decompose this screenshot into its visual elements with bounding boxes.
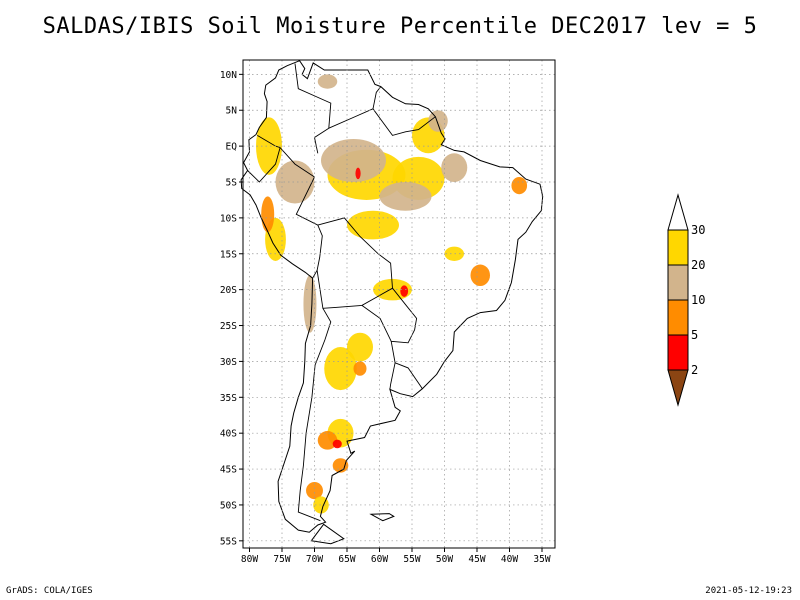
percentile-patch [470, 264, 490, 287]
percentile-shading [256, 74, 528, 514]
lat-tick-label: 40S [220, 429, 237, 440]
longitude-tick-labels: 80W 75W 70W 65W 60W 55W 50W 45W 40W 35W [241, 554, 551, 565]
lon-tick-label: 50W [436, 554, 453, 565]
lon-tick-label: 60W [371, 554, 388, 565]
lat-tick-label: 15S [220, 249, 237, 260]
lat-tick-label: 30S [220, 357, 237, 368]
legend-label: 5 [691, 328, 698, 342]
percentile-patch [317, 431, 338, 450]
percentile-patch [355, 167, 361, 180]
lon-tick-label: 35W [533, 554, 550, 565]
legend-swatch [667, 229, 689, 266]
legend-swatch-bottom [667, 369, 689, 407]
map-frame [242, 59, 556, 549]
percentile-patch [321, 138, 386, 182]
percentile-patch [444, 246, 464, 261]
lon-tick-label: 40W [501, 554, 518, 565]
lat-tick-label: 50S [220, 500, 237, 511]
border-line [316, 217, 393, 309]
legend-label: 20 [691, 258, 705, 272]
border-line [372, 108, 436, 136]
gridlines [239, 60, 555, 552]
percentile-patch [347, 210, 399, 240]
lon-tick-label: 45W [468, 554, 485, 565]
footer-credit: GrADS: COLA/IGES [6, 586, 93, 596]
legend-label: 2 [691, 363, 698, 377]
legend-swatch [667, 334, 689, 371]
footer-timestamp: 2021-05-12-19:23 [705, 586, 792, 596]
lon-tick-label: 65W [338, 554, 355, 565]
lon-tick-label: 75W [273, 554, 290, 565]
percentile-patch [332, 458, 349, 473]
percentile-patch [332, 439, 342, 449]
percentile-patch [275, 160, 315, 204]
map-title: SALDAS/IBIS Soil Moisture Percentile DEC… [42, 14, 758, 39]
percentile-patch [324, 347, 357, 391]
percentile-patch [306, 481, 323, 500]
border-line [247, 147, 281, 183]
lat-tick-label: 25S [220, 321, 237, 332]
lat-tick-label: 10N [220, 70, 237, 81]
lat-tick-label: 5N [226, 106, 238, 117]
percentile-patch [441, 153, 468, 183]
lat-tick-label: 20S [220, 285, 237, 296]
percentile-patch [400, 285, 409, 297]
lat-tick-label: 55S [220, 536, 237, 547]
lat-tick-label: EQ [226, 142, 238, 153]
country-borders [240, 60, 544, 545]
legend-label: 10 [691, 293, 705, 307]
legend-swatch [667, 264, 689, 301]
legend-label: 30 [691, 223, 705, 237]
percentile-patch [317, 74, 338, 89]
border-line [361, 287, 418, 344]
percentile-patch [347, 332, 373, 362]
border-line [328, 86, 382, 129]
lat-tick-label: 45S [220, 465, 237, 476]
border-line [297, 308, 332, 522]
lon-tick-label: 55W [403, 554, 420, 565]
legend-swatch [667, 299, 689, 336]
continent-outline [240, 60, 544, 533]
colorbar-legend: 30 20 10 5 2 [667, 193, 705, 407]
percentile-patch [256, 117, 282, 175]
percentile-patch [428, 110, 448, 132]
border-line [394, 362, 423, 389]
legend-swatch-top [667, 193, 689, 231]
border-line [389, 341, 396, 390]
lon-tick-label: 70W [306, 554, 323, 565]
lat-tick-label: 35S [220, 393, 237, 404]
falkland-islands-outline [369, 513, 395, 522]
lon-tick-label: 80W [241, 554, 258, 565]
percentile-patch [379, 182, 432, 211]
percentile-patch [261, 196, 275, 233]
tierra-del-fuego-outline [310, 523, 345, 545]
lat-tick-label: 10S [220, 213, 237, 224]
latitude-tick-labels: 10N 5N EQ 5S 10S 15S 20S 25S 30S 35S 40S 45S 50S 55S [220, 70, 237, 547]
percentile-patch [511, 176, 528, 195]
lat-tick-label: 5S [226, 178, 238, 189]
percentile-patch [353, 361, 367, 376]
